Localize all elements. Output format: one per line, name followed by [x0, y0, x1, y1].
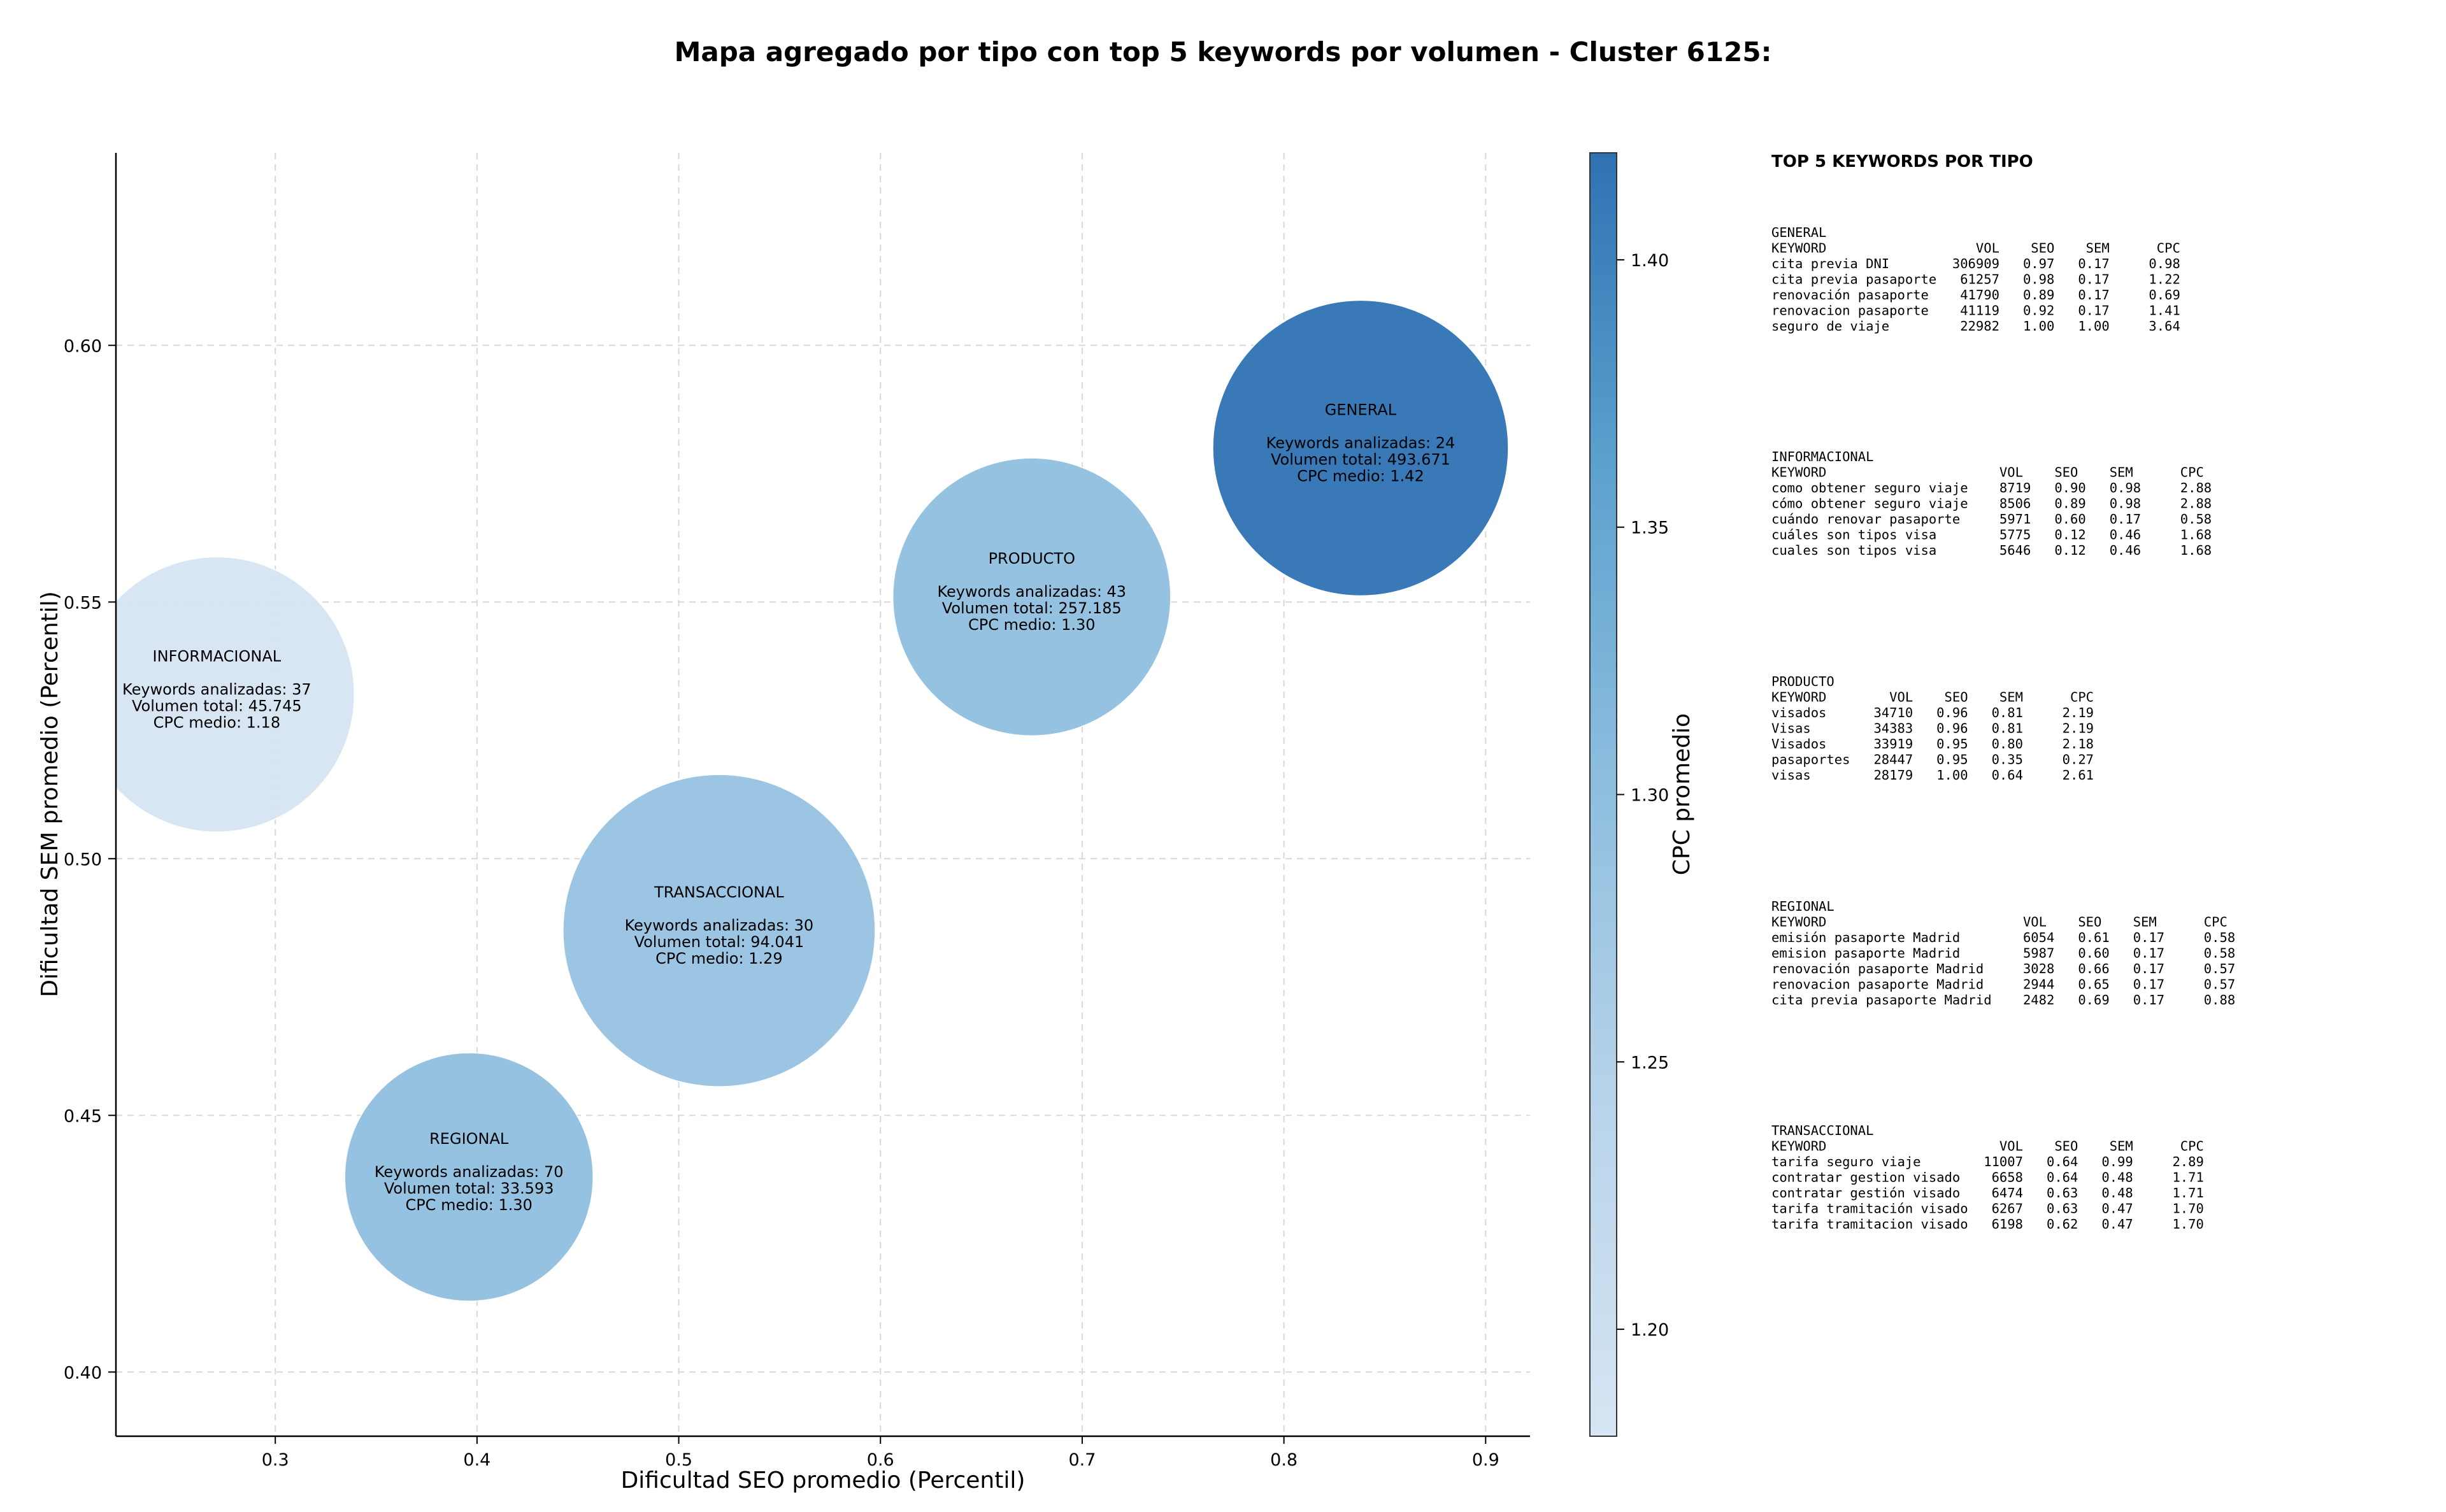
colorbar-gradient	[1589, 152, 1617, 1437]
keyword-table-row: como obtener seguro viaje 8719 0.90 0.98…	[1771, 480, 2212, 496]
keyword-table-header: KEYWORD VOL SEO SEM CPC	[1771, 690, 2094, 705]
bubbles-layer	[116, 299, 1509, 1302]
bubble-stat: Keywords analizadas: 24	[1266, 434, 1455, 452]
x-tick-label: 0.5	[665, 1450, 692, 1470]
y-tick-label: 0.55	[64, 593, 102, 613]
bubble-stat: CPC medio: 1.18	[154, 713, 281, 731]
bubble-stat: Volumen total: 45.745	[132, 697, 302, 715]
x-tick-label: 0.3	[262, 1450, 289, 1470]
keyword-block-title: PRODUCTO	[1771, 674, 1834, 689]
panel-heading: TOP 5 KEYWORDS POR TIPO	[1771, 152, 2033, 171]
keyword-table-row: Visas 34383 0.96 0.81 2.19	[1771, 721, 2094, 736]
colorbar-tick-label: 1.35	[1631, 518, 1669, 538]
keyword-table-row: renovación pasaporte Madrid 3028 0.66 0.…	[1771, 961, 2235, 976]
x-tick-label: 0.9	[1472, 1450, 1499, 1470]
bubble-regional	[344, 1052, 594, 1302]
bubble-stat: CPC medio: 1.30	[405, 1196, 533, 1214]
bubble-stat: Keywords analizadas: 43	[937, 583, 1126, 601]
bubble-title: REGIONAL	[429, 1130, 509, 1148]
keyword-table-row: visas 28179 1.00 0.64 2.61	[1771, 767, 2094, 783]
keyword-table-row: tarifa seguro viaje 11007 0.64 0.99 2.89	[1771, 1154, 2204, 1169]
keyword-table-row: renovacion pasaporte Madrid 2944 0.65 0.…	[1771, 977, 2235, 992]
keyword-block-title: REGIONAL	[1771, 899, 1834, 914]
x-tick-label: 0.7	[1068, 1450, 1096, 1470]
keyword-table-header: KEYWORD VOL SEO SEM CPC	[1771, 465, 2204, 480]
keyword-table-row: cómo obtener seguro viaje 8506 0.89 0.98…	[1771, 496, 2212, 511]
y-axis-label: Dificultad SEM promedio (Percentil)	[37, 591, 63, 997]
bubble-stat: Volumen total: 94.041	[634, 933, 805, 951]
keyword-table-row: contratar gestión visado 6474 0.63 0.48 …	[1771, 1185, 2204, 1201]
bubble-stat: Volumen total: 493.671	[1271, 450, 1450, 468]
bubble-stat: CPC medio: 1.29	[655, 950, 783, 967]
bubble-stat: Volumen total: 257.185	[942, 599, 1122, 617]
keyword-table-row: contratar gestion visado 6658 0.64 0.48 …	[1771, 1170, 2204, 1185]
bubble-title: GENERAL	[1325, 401, 1397, 418]
keyword-table-header: KEYWORD VOL SEO SEM CPC	[1771, 241, 2180, 256]
axes: 0.3 0.4 0.5 0.6 0.7 0.8 0.9 0.40 0.45 0.50 0.55 0.6…	[64, 153, 1530, 1470]
x-tick-label: 0.4	[463, 1450, 490, 1470]
chart-title: Mapa agregado por tipo con top 5 keyword…	[675, 36, 1772, 68]
colorbar-tick-label: 1.40	[1631, 251, 1669, 271]
colorbar-tick-label: 1.30	[1631, 786, 1669, 806]
x-tick-label: 0.6	[867, 1450, 894, 1470]
keyword-block-title: GENERAL	[1771, 225, 1826, 240]
keyword-table-row: pasaportes 28447 0.95 0.35 0.27	[1771, 752, 2094, 767]
bubble-producto	[892, 457, 1171, 737]
bubble-stat: Keywords analizadas: 70	[375, 1163, 564, 1181]
x-axis-label: Dificultad SEO promedio (Percentil)	[621, 1467, 1026, 1494]
keyword-table-row: renovación pasaporte 41790 0.89 0.17 0.6…	[1771, 287, 2180, 303]
keyword-table-row: emisión pasaporte Madrid 6054 0.61 0.17 …	[1771, 930, 2235, 945]
colorbar: CPC promedio 1.20 1.25 1.30 1.35 1.40	[1589, 152, 1695, 1437]
bubble-transaccional	[562, 774, 876, 1087]
keyword-table-row: cita previa pasaporte 61257 0.98 0.17 1.…	[1771, 272, 2180, 287]
keyword-block-title: TRANSACCIONAL	[1771, 1123, 1873, 1138]
keyword-table-row: cita previa pasaporte Madrid 2482 0.69 0…	[1771, 992, 2235, 1008]
keyword-table-row: tarifa tramitación visado 6267 0.63 0.47…	[1771, 1201, 2204, 1216]
bubble-stat: CPC medio: 1.42	[1297, 467, 1424, 485]
bubble-stat: Keywords analizadas: 37	[122, 680, 311, 698]
bubble-general	[1212, 299, 1509, 597]
keyword-table-header: KEYWORD VOL SEO SEM CPC	[1771, 1139, 2204, 1154]
keyword-table-row: tarifa tramitacion visado 6198 0.62 0.47…	[1771, 1216, 2204, 1232]
bubble-title: PRODUCTO	[989, 550, 1075, 567]
bubble-title: TRANSACCIONAL	[654, 883, 784, 901]
y-tick-label: 0.50	[64, 850, 102, 869]
keyword-table-row: renovacion pasaporte 41119 0.92 0.17 1.4…	[1771, 303, 2180, 318]
keyword-table-row: cita previa DNI 306909 0.97 0.17 0.98	[1771, 256, 2180, 271]
bubble-stat: Keywords analizadas: 30	[625, 916, 814, 934]
keyword-table-row: seguro de viaje 22982 1.00 1.00 3.64	[1771, 318, 2180, 334]
keyword-table-row: cuales son tipos visa 5646 0.12 0.46 1.6…	[1771, 543, 2212, 558]
y-tick-label: 0.40	[64, 1363, 102, 1383]
colorbar-tick-label: 1.20	[1631, 1320, 1669, 1340]
bubble-informacional	[116, 556, 355, 833]
colorbar-label: CPC promedio	[1669, 713, 1695, 875]
keyword-table-row: cuándo renovar pasaporte 5971 0.60 0.17 …	[1771, 511, 2212, 527]
keyword-table-row: visados 34710 0.96 0.81 2.19	[1771, 705, 2094, 720]
y-tick-label: 0.45	[64, 1106, 102, 1126]
bubble-title: INFORMACIONAL	[153, 647, 282, 665]
bubble-stat: CPC medio: 1.30	[968, 616, 1096, 634]
colorbar-tick-label: 1.25	[1631, 1053, 1669, 1073]
keyword-table-header: KEYWORD VOL SEO SEM CPC	[1771, 915, 2228, 930]
x-tick-label: 0.8	[1270, 1450, 1298, 1470]
keyword-block-title: INFORMACIONAL	[1771, 449, 1873, 464]
keyword-table-row: cuáles son tipos visa 5775 0.12 0.46 1.6…	[1771, 527, 2212, 543]
keyword-table-row: emision pasaporte Madrid 5987 0.60 0.17 …	[1771, 946, 2235, 961]
bubble-stat: Volumen total: 33.593	[384, 1180, 554, 1197]
keyword-table-row: Visados 33919 0.95 0.80 2.18	[1771, 736, 2094, 752]
y-tick-label: 0.60	[64, 336, 102, 356]
